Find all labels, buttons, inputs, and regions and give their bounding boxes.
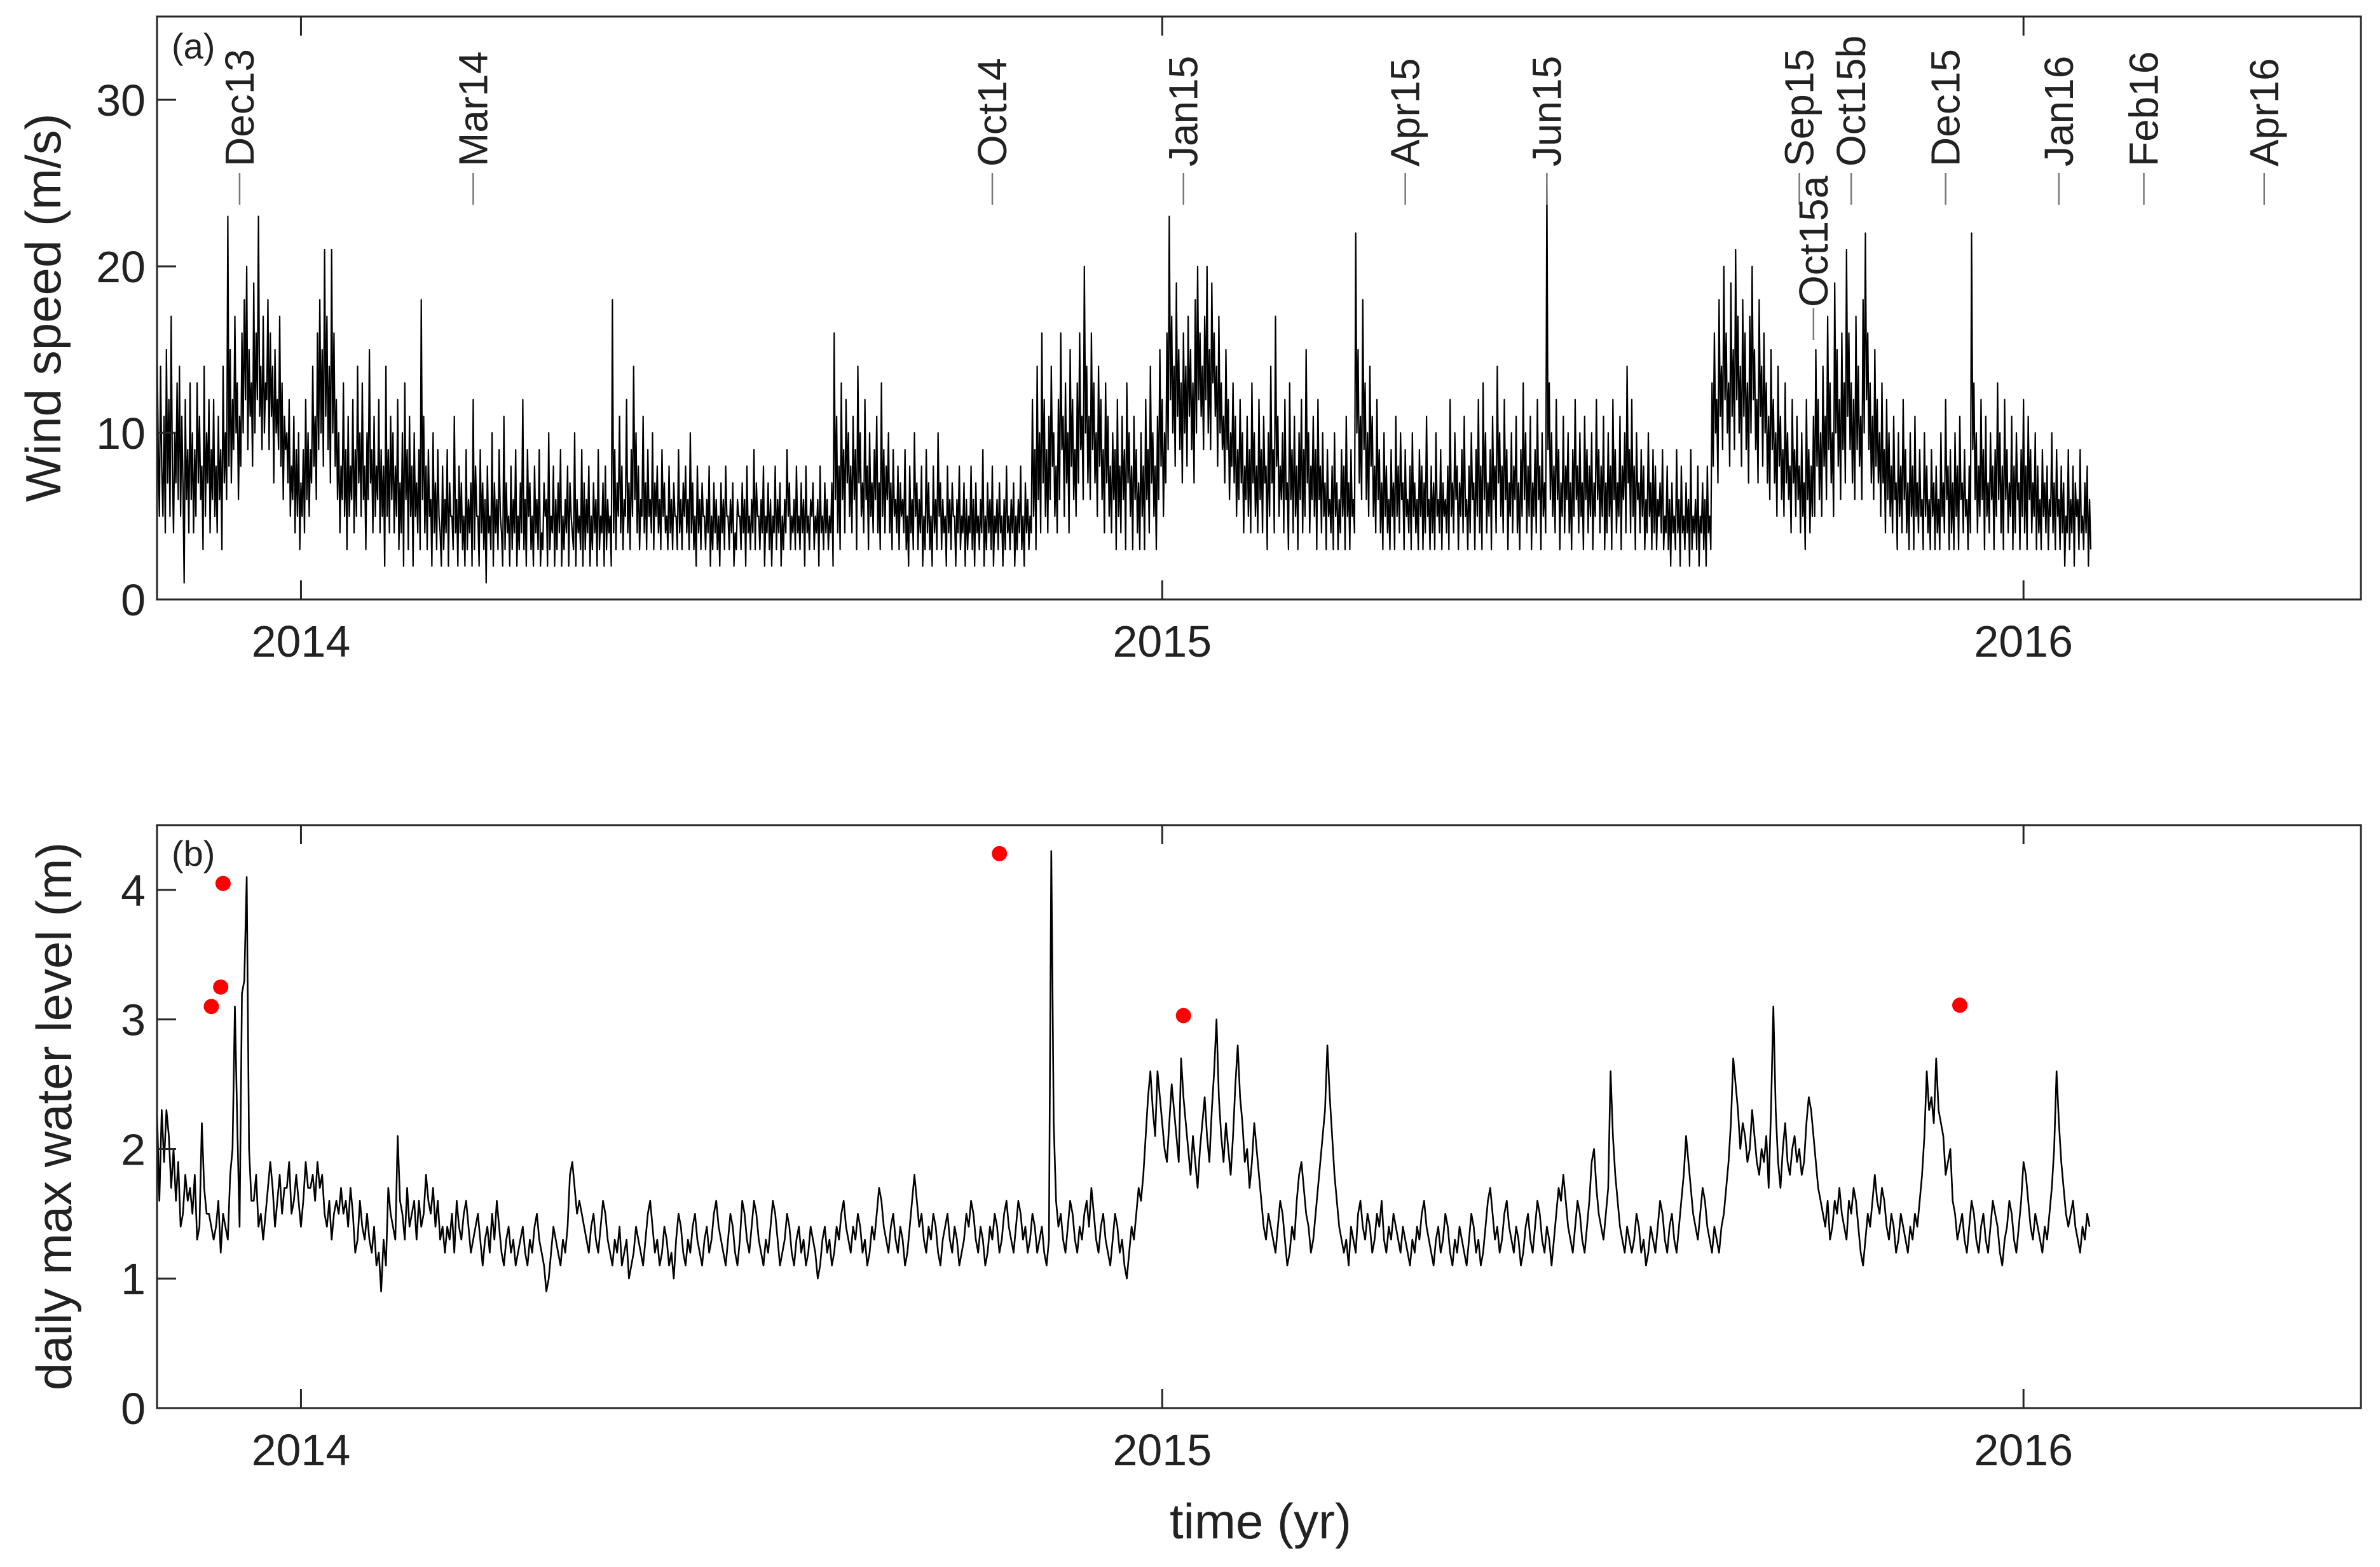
panel-b-xtick-label: 2016	[1974, 1425, 2073, 1475]
event-label: Jan15	[1161, 56, 1207, 167]
panel-b-xtick-label: 2014	[252, 1425, 351, 1475]
panel-b-ytick-label: 0	[121, 1384, 146, 1434]
panel-b-series	[156, 850, 2091, 1292]
panel-a-xtick-label: 2016	[1974, 617, 2073, 666]
panel-a-axes-box	[156, 15, 2362, 601]
event-label: Apr16	[2241, 58, 2287, 167]
event-label: Oct14	[969, 58, 1015, 167]
peak-marker	[213, 979, 229, 995]
panel-b-label: (b)	[172, 833, 215, 873]
panel-b-highlights	[203, 845, 1967, 1023]
panel-b-x-axis: 2014 2015 2016	[252, 825, 2073, 1475]
peak-marker	[1952, 997, 1967, 1013]
panel-a-line-series-0	[156, 182, 2092, 584]
panel-a: Dec13 Mar14 Oct14 Jan15 Apr15 Jun15 Sep15Oct15…	[15, 15, 2362, 666]
event-label: Oct15b	[1828, 36, 1874, 167]
event-label: Jan16	[2036, 56, 2082, 167]
panel-a-ytick-label: 0	[121, 575, 146, 625]
panel-a-x-axis: 2014 2015 2016	[252, 17, 2073, 666]
peak-marker	[1175, 1008, 1191, 1023]
panel-b-y-axis: 0 1 2 3 4	[121, 866, 176, 1434]
panel-b-axes-box	[156, 824, 2362, 1409]
panel-b-line-series-0	[156, 850, 2091, 1292]
panel-a-series	[156, 182, 2092, 584]
panel-b-xlabel: time (yr)	[1170, 1493, 1351, 1549]
event-label: Sep15	[1777, 49, 1823, 167]
event-label: Dec13	[217, 49, 263, 167]
event-label: Jun15	[1524, 56, 1570, 167]
panel-a-label: (a)	[172, 26, 215, 66]
peak-marker	[215, 875, 231, 891]
panel-a-event-markers: Dec13 Mar14 Oct14 Jan15 Apr15 Jun15 Sep15Oct15…	[217, 36, 2287, 340]
peak-marker	[992, 845, 1008, 861]
panel-a-xtick-label: 2015	[1112, 617, 1212, 666]
panel-b-ytick-label: 1	[121, 1254, 146, 1304]
panel-b-xtick-label: 2015	[1112, 1425, 1212, 1475]
panel-b: 0 1 2 3 4 2014 2015 2016 (b) daily max water l…	[26, 824, 2362, 1549]
panel-b-ylabel: daily max water level (m)	[26, 842, 82, 1391]
panel-a-ytick-label: 10	[96, 409, 146, 458]
event-label: Dec15	[1923, 49, 1969, 167]
panel-b-ytick-label: 3	[121, 996, 146, 1045]
panel-b-ytick-label: 4	[121, 866, 146, 915]
peak-marker	[203, 999, 219, 1015]
event-label: Feb16	[2121, 51, 2167, 167]
event-label: Oct15a	[1791, 175, 1836, 307]
panel-a-xtick-label: 2014	[252, 617, 351, 666]
panel-a-ytick-label: 30	[96, 76, 146, 125]
event-label: Mar14	[450, 51, 496, 167]
panel-b-ytick-label: 2	[121, 1125, 146, 1174]
panel-a-y-axis: 0 10 20 30	[96, 76, 176, 625]
panel-a-ytick-label: 20	[96, 242, 146, 292]
panel-a-ylabel: Wind speed (m/s)	[15, 113, 71, 502]
event-label: Apr15	[1383, 58, 1428, 167]
